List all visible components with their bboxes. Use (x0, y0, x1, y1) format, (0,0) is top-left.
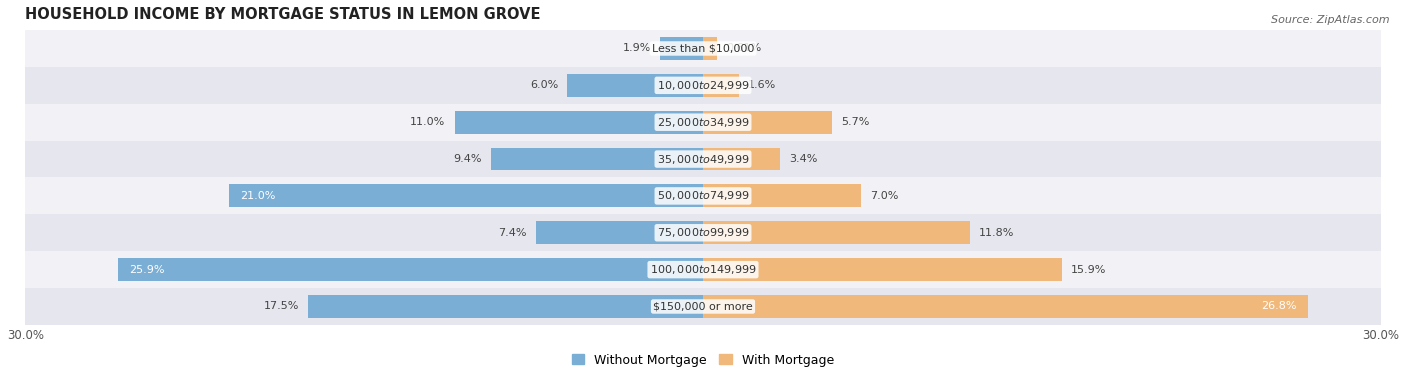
Text: 7.4%: 7.4% (498, 228, 527, 238)
Text: 15.9%: 15.9% (1071, 265, 1107, 275)
Bar (536, 222, 703, 244)
Text: 26.8%: 26.8% (1261, 302, 1296, 311)
Bar (568, 74, 703, 97)
Bar (308, 295, 703, 318)
Text: $10,000 to $24,999: $10,000 to $24,999 (657, 79, 749, 92)
Text: 11.8%: 11.8% (979, 228, 1014, 238)
Bar (118, 258, 703, 281)
Text: 17.5%: 17.5% (263, 302, 298, 311)
Text: 11.0%: 11.0% (411, 117, 446, 127)
Bar (25, 141, 1381, 178)
Text: $50,000 to $74,999: $50,000 to $74,999 (657, 189, 749, 202)
Text: 0.61%: 0.61% (725, 43, 761, 53)
Bar (25, 67, 1381, 104)
Text: $25,000 to $34,999: $25,000 to $34,999 (657, 116, 749, 129)
Bar (25, 251, 1381, 288)
Text: 6.0%: 6.0% (530, 81, 558, 90)
Text: HOUSEHOLD INCOME BY MORTGAGE STATUS IN LEMON GROVE: HOUSEHOLD INCOME BY MORTGAGE STATUS IN L… (25, 7, 541, 22)
Text: 1.6%: 1.6% (748, 81, 776, 90)
Text: 21.0%: 21.0% (240, 191, 276, 201)
Bar (491, 148, 703, 170)
Bar (25, 178, 1381, 214)
Bar (703, 37, 717, 60)
Legend: Without Mortgage, With Mortgage: Without Mortgage, With Mortgage (567, 349, 839, 372)
Text: 7.0%: 7.0% (870, 191, 898, 201)
Text: $75,000 to $99,999: $75,000 to $99,999 (657, 226, 749, 239)
Bar (25, 104, 1381, 141)
Text: 9.4%: 9.4% (453, 154, 482, 164)
Bar (703, 74, 740, 97)
Bar (703, 295, 1308, 318)
Bar (703, 148, 780, 170)
Text: $150,000 or more: $150,000 or more (654, 302, 752, 311)
Text: 5.7%: 5.7% (841, 117, 869, 127)
Bar (703, 258, 1062, 281)
Bar (25, 288, 1381, 325)
Text: Less than $10,000: Less than $10,000 (652, 43, 754, 53)
Text: Source: ZipAtlas.com: Source: ZipAtlas.com (1271, 15, 1389, 25)
Bar (25, 214, 1381, 251)
Text: $35,000 to $49,999: $35,000 to $49,999 (657, 153, 749, 166)
Bar (703, 184, 860, 208)
Bar (659, 37, 703, 60)
Bar (703, 111, 832, 134)
Text: 3.4%: 3.4% (789, 154, 817, 164)
Bar (703, 222, 970, 244)
Text: 1.9%: 1.9% (623, 43, 651, 53)
Text: $100,000 to $149,999: $100,000 to $149,999 (650, 263, 756, 276)
Bar (25, 30, 1381, 67)
Bar (454, 111, 703, 134)
Bar (229, 184, 703, 208)
Text: 25.9%: 25.9% (129, 265, 165, 275)
